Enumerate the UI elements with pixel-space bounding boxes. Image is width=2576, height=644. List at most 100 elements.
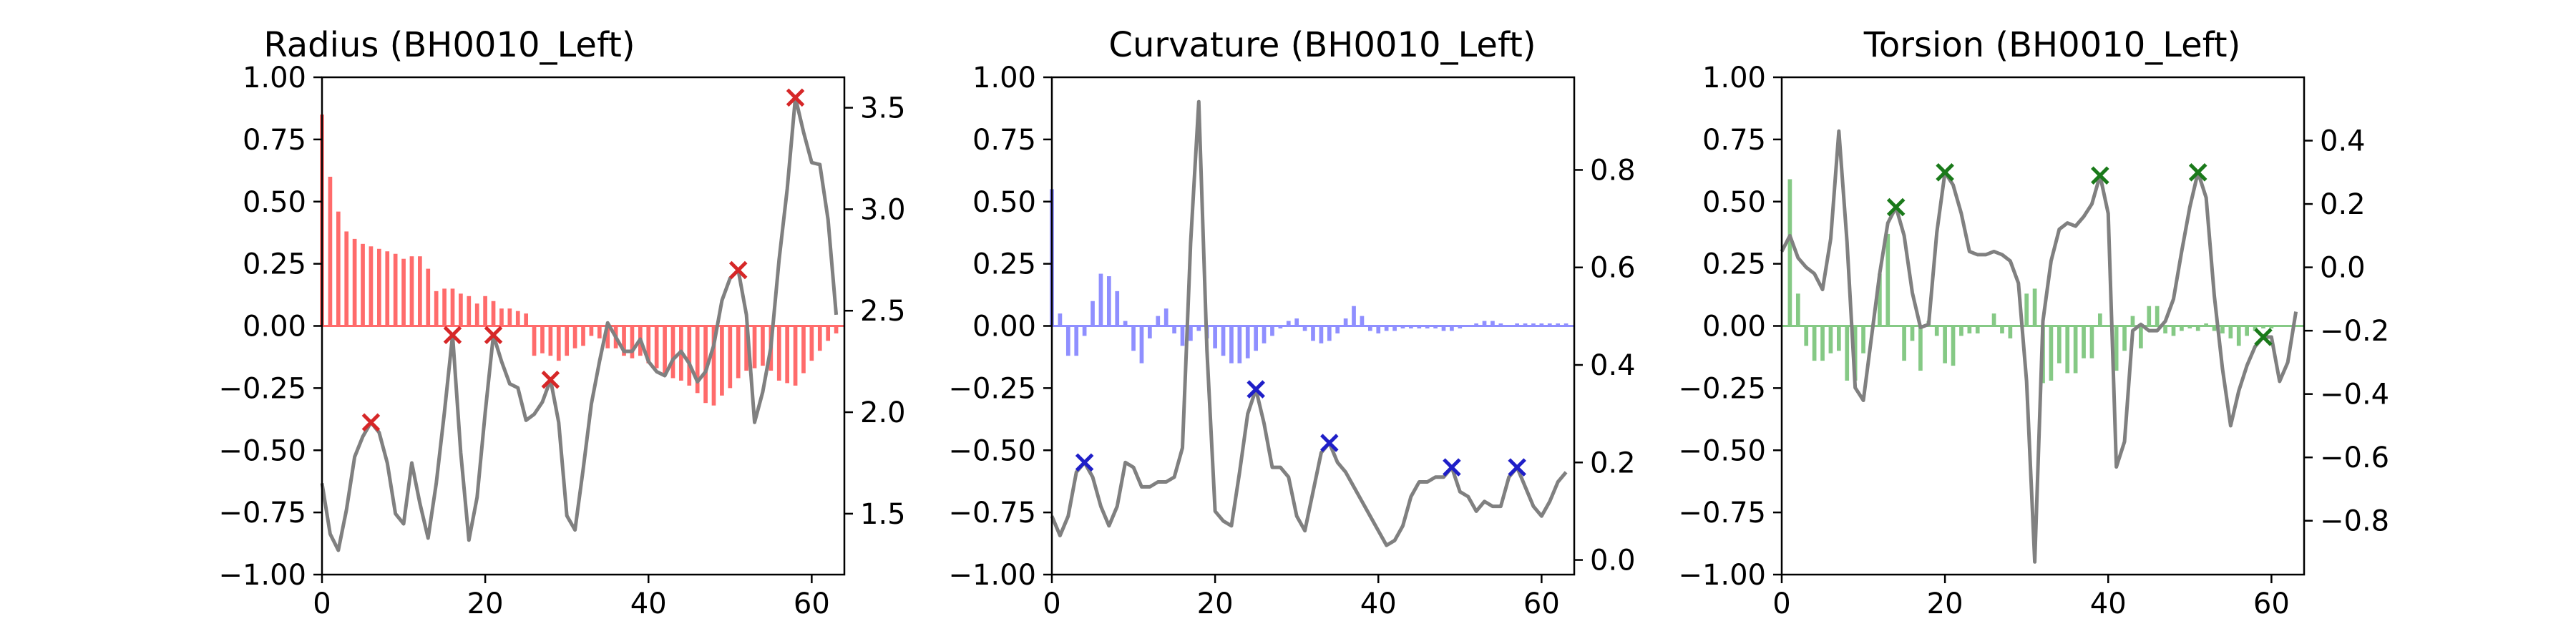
radius-right-tick-label: 3.0: [860, 193, 906, 226]
radius-bar: [605, 326, 610, 348]
radius-bar: [654, 326, 659, 369]
radius-right-tick-label: 2.5: [860, 295, 906, 328]
radius-bar: [524, 313, 528, 326]
curvature-bar: [1148, 326, 1152, 338]
radius-bar: [532, 326, 537, 356]
radius-marker-stroke: [728, 260, 748, 280]
radius-bar: [418, 256, 422, 326]
radius-x-tick-label: 40: [630, 587, 667, 620]
curvature-bar: [1523, 323, 1528, 326]
torsion-y-tick-label: 0.00: [1702, 311, 1766, 343]
torsion-line-group: [1780, 129, 2298, 564]
torsion-bar: [2082, 326, 2086, 358]
radius-bar: [336, 211, 341, 326]
curvature-marker: [1075, 453, 1094, 472]
curvature-bar: [1450, 326, 1454, 331]
radius-bar: [826, 326, 831, 341]
torsion-marker: [1886, 197, 1906, 217]
torsion-bar: [1885, 233, 1890, 326]
torsion-right-tick-label: 0.2: [2320, 188, 2366, 221]
torsion-bar: [2032, 288, 2037, 326]
torsion-bar: [2228, 326, 2233, 338]
torsion-panel: Torsion (BH0010_Left) 0 20 40 60 −1.00 −0.75 −…: [1678, 25, 2389, 620]
radius-bar: [434, 291, 439, 326]
curvature-bar: [1400, 326, 1405, 328]
torsion-bar: [2065, 326, 2070, 374]
curvature-bar: [1270, 326, 1274, 336]
radius-bar: [834, 326, 839, 333]
radius-axes: 0 20 40 60 −1.00 −0.75 −0.50 −0.25 0.00 0.25 0.50 0…: [218, 62, 905, 620]
curvature-bar: [1196, 326, 1201, 331]
torsion-marker-stroke: [2254, 328, 2273, 346]
curvature-bar: [1278, 326, 1283, 328]
radius-marker: [484, 326, 503, 345]
curvature-line: [1050, 99, 1568, 547]
radius-x-tick-label: 0: [313, 587, 331, 620]
torsion-bar: [2057, 326, 2062, 364]
torsion-marker-stroke: [1886, 197, 1906, 217]
torsion-bar: [1991, 313, 1996, 326]
radius-panel: Radius (BH0010_Left) 0 20 40 60 −1.00 −0.75 −0…: [218, 25, 905, 620]
radius-x-tick-label: 60: [794, 587, 830, 620]
radius-bar: [361, 243, 365, 326]
torsion-bar: [1902, 326, 1906, 361]
curvature-marker: [1246, 380, 1265, 399]
torsion-right-tick-label: 0.0: [2320, 252, 2366, 285]
radius-y-tick-label: 0.00: [243, 311, 306, 343]
torsion-x-tick-label: 20: [1927, 587, 1963, 620]
radius-marker-stroke: [443, 326, 462, 345]
curvature-marker: [1443, 458, 1461, 477]
torsion-bar: [1795, 293, 1800, 326]
torsion-bar: [1861, 326, 1865, 353]
curvature-bar: [1409, 326, 1413, 328]
radius-bar: [409, 256, 414, 326]
torsion-bar: [2139, 326, 2143, 348]
curvature-bar: [1131, 326, 1136, 351]
radius-bar: [572, 326, 577, 348]
torsion-bar: [1836, 326, 1841, 351]
curvature-marker-stroke: [1508, 458, 1526, 477]
torsion-right-tick-label: −0.4: [2320, 379, 2389, 411]
radius-bar: [670, 326, 675, 379]
torsion-x-tick-label: 40: [2090, 587, 2127, 620]
curvature-bar: [1498, 323, 1503, 326]
curvature-markers: [1075, 380, 1526, 477]
curvature-axes: 0 20 40 60 −1.00 −0.75 −0.50 −0.25 0.00 0.25 0.50 0…: [948, 62, 1635, 620]
radius-bar: [376, 248, 381, 326]
torsion-y-tick-label: 1.00: [1702, 62, 1766, 94]
curvature-marker-stroke: [1320, 434, 1339, 452]
torsion-right-tick-label: −0.8: [2320, 505, 2389, 538]
curvature-bar: [1352, 306, 1356, 326]
curvature-bar: [1335, 326, 1340, 333]
radius-bar: [401, 258, 406, 326]
radius-right-tick-label: 3.5: [860, 92, 906, 125]
radius-marker: [786, 88, 805, 107]
torsion-bar: [1787, 179, 1792, 326]
curvature-bar: [1172, 326, 1176, 333]
radius-bar: [736, 326, 741, 379]
radius-marker-stroke: [541, 370, 560, 389]
torsion-marker: [2188, 163, 2207, 182]
curvature-bar: [1311, 326, 1315, 341]
radius-bar: [459, 293, 463, 326]
radius-bar: [474, 303, 479, 326]
torsion-bar: [2024, 293, 2029, 326]
radius-y-tick-label: 0.75: [243, 124, 306, 157]
radius-right-tick-label: 1.5: [860, 498, 906, 531]
radius-bar: [630, 326, 635, 358]
radius-y-tick-label: −0.25: [218, 372, 306, 405]
curvature-y-tick-label: −0.50: [948, 434, 1036, 467]
torsion-y-tick-label: 0.50: [1702, 186, 1766, 219]
curvature-bar: [1458, 326, 1463, 328]
torsion-bar: [1967, 326, 1972, 333]
curvature-marker: [1320, 434, 1339, 452]
torsion-bar: [1828, 326, 1833, 353]
radius-bar: [393, 253, 398, 326]
curvature-x-tick-label: 60: [1523, 587, 1560, 620]
curvature-bar: [1376, 326, 1381, 333]
torsion-x-tick-label: 0: [1772, 587, 1790, 620]
radius-markers: [361, 88, 805, 432]
torsion-bar: [2122, 326, 2127, 351]
torsion-marker: [2091, 166, 2109, 185]
radius-bar: [695, 326, 700, 394]
